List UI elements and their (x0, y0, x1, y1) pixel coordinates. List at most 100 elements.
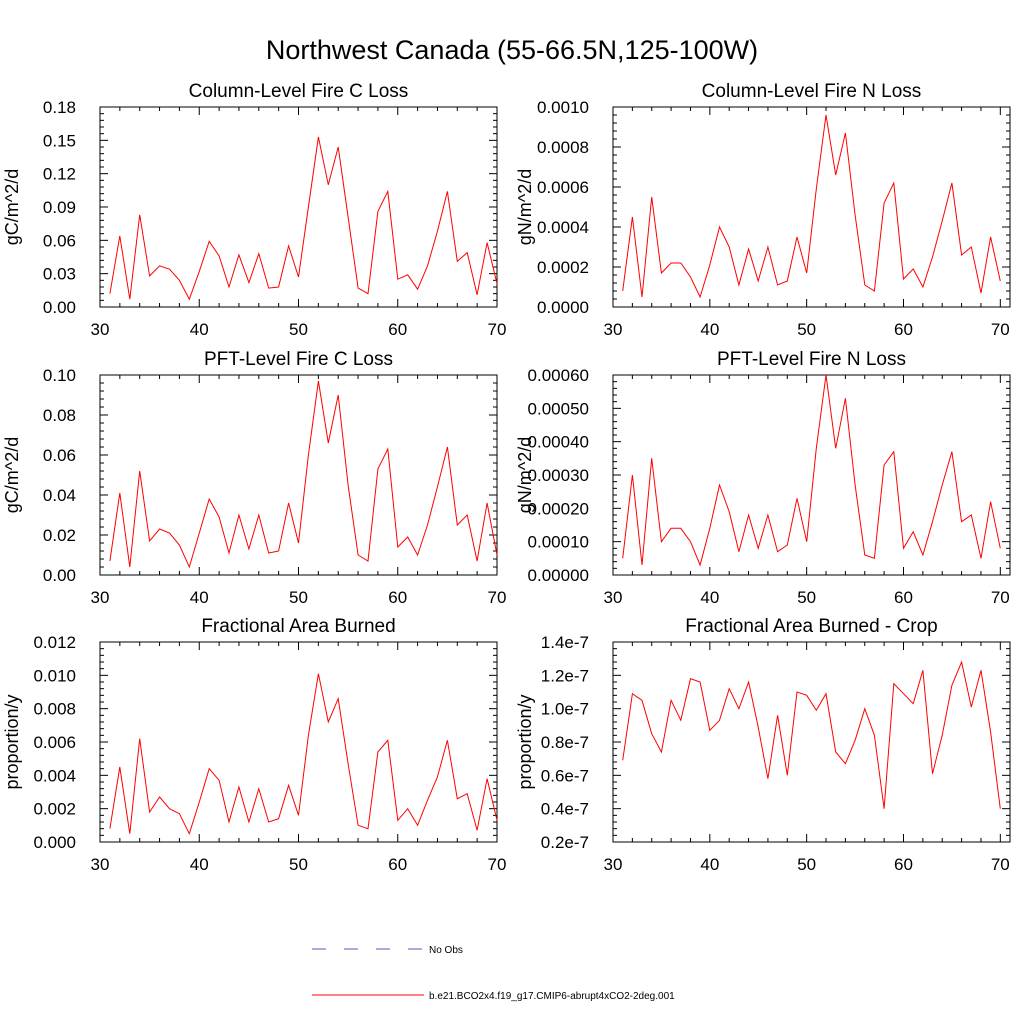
x-tick-label: 30 (91, 855, 110, 874)
chart-panel-6: Fractional Area Burned - Crop 30 40 50 60 70 0… (515, 616, 1011, 874)
y-tick-label: 0.000 (33, 833, 76, 852)
panel-title: PFT-Level Fire C Loss (204, 349, 393, 370)
y-tick-label: 0.010 (33, 666, 76, 685)
x-tick-label: 50 (797, 588, 816, 607)
y-tick-label: 1.2e-7 (541, 666, 589, 685)
figure-title: Northwest Canada (55-66.5N,125-100W) (266, 35, 758, 65)
x-tick-label: 30 (604, 855, 623, 874)
y-tick-label: 0.0006 (537, 178, 589, 197)
y-tick-label: 0.18 (43, 98, 76, 117)
x-tick-label: 30 (91, 588, 110, 607)
chart-panel-5: Fractional Area Burned 30 40 50 60 70 0.000 0.0… (2, 616, 506, 874)
y-axis-label: gN/m^2/d (515, 169, 535, 245)
y-tick-label: 1.0e-7 (541, 700, 589, 719)
legend: No Obs b.e21.BCO2x4.f19_g17.CMIP6-abrupt… (312, 945, 675, 1002)
y-tick-label: 0.00020 (528, 499, 589, 518)
y-tick-label: 0.10 (43, 366, 76, 385)
y-tick-label: 0.00 (43, 298, 76, 317)
panel-title: Column-Level Fire N Loss (702, 81, 922, 102)
x-tick-label: 60 (388, 855, 407, 874)
y-tick-label: 0.6e-7 (541, 766, 589, 785)
y-tick-label: 0.04 (43, 486, 76, 505)
y-tick-label: 0.03 (43, 265, 76, 284)
x-tick-label: 70 (991, 320, 1010, 339)
chart-panels: Column-Level Fire C Loss 30 40 50 60 70 0.00 0.… (2, 81, 1011, 874)
x-tick-label: 40 (700, 588, 719, 607)
y-tick-label: 0.06 (43, 231, 76, 250)
y-axis-label: gC/m^2/d (2, 169, 22, 245)
y-tick-label: 0.12 (43, 165, 76, 184)
y-tick-label: 0.0000 (537, 298, 589, 317)
y-tick-label: 0.004 (33, 766, 76, 785)
series-line-1 (109, 380, 498, 569)
y-axis-label: gN/m^2/d (515, 437, 535, 513)
legend-label-no-obs: No Obs (429, 945, 463, 956)
y-tick-label: 1.4e-7 (541, 633, 589, 652)
x-tick-label: 30 (604, 588, 623, 607)
panel-title: PFT-Level Fire N Loss (717, 349, 906, 370)
y-tick-label: 0.00010 (528, 533, 589, 552)
y-tick-label: 0.0004 (537, 218, 589, 237)
y-tick-label: 0.00000 (528, 566, 589, 585)
plot-frame (612, 106, 1011, 308)
x-tick-label: 30 (91, 320, 110, 339)
x-tick-label: 40 (700, 320, 719, 339)
x-tick-label: 70 (991, 588, 1010, 607)
y-tick-label: 0.09 (43, 198, 76, 217)
plot-frame (612, 641, 1011, 843)
y-tick-label: 0.002 (33, 800, 76, 819)
y-tick-label: 0.2e-7 (541, 833, 589, 852)
x-tick-label: 60 (388, 588, 407, 607)
panel-title: Fractional Area Burned (201, 616, 395, 637)
y-axis-label: gC/m^2/d (2, 437, 22, 513)
y-tick-label: 0.008 (33, 700, 76, 719)
x-tick-label: 60 (388, 320, 407, 339)
y-tick-label: 0.00 (43, 566, 76, 585)
series-line-1 (109, 136, 498, 301)
chart-panel-4: PFT-Level Fire N Loss 30 40 50 60 70 0.00000 0.… (515, 349, 1011, 607)
series-line-1 (622, 374, 1001, 567)
y-axis-label: proportion/y (2, 694, 22, 789)
panel-title: Column-Level Fire C Loss (189, 81, 409, 102)
x-tick-label: 40 (190, 588, 209, 607)
y-tick-label: 0.00030 (528, 466, 589, 485)
y-tick-label: 0.0010 (537, 98, 589, 117)
series-line-1 (622, 660, 1001, 809)
y-tick-label: 0.006 (33, 733, 76, 752)
x-tick-label: 60 (894, 588, 913, 607)
x-tick-label: 70 (991, 855, 1010, 874)
panel-title: Fractional Area Burned - Crop (685, 616, 937, 637)
y-tick-label: 0.00040 (528, 433, 589, 452)
x-tick-label: 50 (289, 320, 308, 339)
plot-frame (612, 374, 1011, 576)
x-tick-label: 40 (700, 855, 719, 874)
x-tick-label: 30 (604, 320, 623, 339)
y-tick-label: 0.00060 (528, 366, 589, 385)
y-tick-label: 0.0008 (537, 138, 589, 157)
y-tick-label: 0.00050 (528, 399, 589, 418)
x-tick-label: 40 (190, 855, 209, 874)
series-line-1 (622, 114, 1001, 299)
x-tick-label: 70 (488, 855, 507, 874)
x-tick-label: 60 (894, 855, 913, 874)
series-line-1 (109, 673, 498, 836)
plot-frame (99, 374, 498, 576)
y-tick-label: 0.4e-7 (541, 800, 589, 819)
x-tick-label: 50 (289, 855, 308, 874)
y-tick-label: 0.15 (43, 131, 76, 150)
y-tick-label: 0.012 (33, 633, 76, 652)
y-tick-label: 0.06 (43, 446, 76, 465)
y-axis-label: proportion/y (515, 694, 535, 789)
y-tick-label: 0.08 (43, 406, 76, 425)
x-tick-label: 50 (797, 855, 816, 874)
x-tick-label: 50 (797, 320, 816, 339)
legend-label-model: b.e21.BCO2x4.f19_g17.CMIP6-abrupt4xCO2-2… (429, 991, 675, 1002)
y-tick-label: 0.8e-7 (541, 733, 589, 752)
chart-panel-1: Column-Level Fire C Loss 30 40 50 60 70 0.00 0.… (2, 81, 506, 339)
y-tick-label: 0.0002 (537, 258, 589, 277)
x-tick-label: 70 (488, 588, 507, 607)
x-tick-label: 60 (894, 320, 913, 339)
y-tick-label: 0.02 (43, 526, 76, 545)
x-tick-label: 70 (488, 320, 507, 339)
